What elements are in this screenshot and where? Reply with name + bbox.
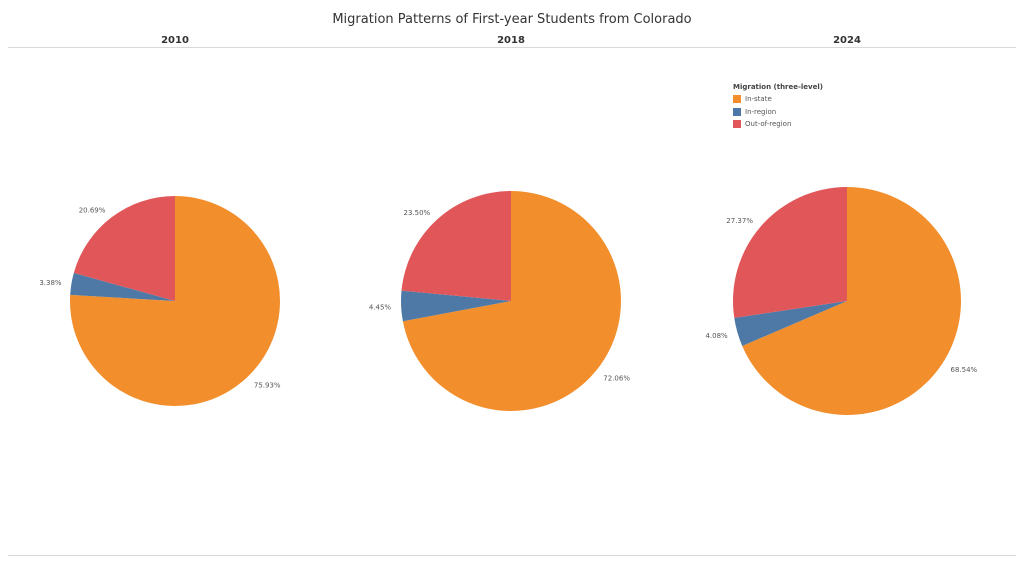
legend: Migration (three-level) In-state In-regi… [733,83,823,131]
pie-2010-label-in-region: 3.38% [39,279,62,287]
pie-2018-slice-in-region[interactable] [401,290,511,322]
legend-title: Migration (three-level) [733,83,823,91]
pie-2024-label-in-state: 68.54% [951,366,978,374]
pie-title-2024: 2024 [833,35,861,46]
legend-swatch-in-region [733,107,741,116]
legend-swatch-in-state [733,95,741,104]
legend-item-in-state[interactable]: In-state [733,93,823,106]
pie-2010-slice-out-of-region[interactable] [73,196,175,301]
pie-title-2018: 2018 [497,35,525,46]
legend-item-out-of-region[interactable]: Out-of-region [733,118,823,131]
legend-item-in-region[interactable]: In-region [733,106,823,119]
pie-2024-slice-in-region[interactable] [734,301,847,346]
pie-2018-slice-in-state[interactable] [402,191,621,411]
footer-divider [8,555,1016,556]
pie-title-2010: 2010 [161,35,189,46]
pie-2018-slice-out-of-region[interactable] [401,191,511,301]
pie-2010-label-out-of-region: 20.69% [79,207,106,215]
pie-2024-label-out-of-region: 27.37% [726,217,753,225]
chart-title: Migration Patterns of First-year Student… [332,12,692,27]
pie-2024-slice-in-state[interactable] [742,187,961,416]
pie-2018-label-out-of-region: 23.50% [403,209,430,217]
pie-2010-label-in-state: 75.93% [254,382,281,390]
legend-label-in-state: In-state [745,95,772,104]
legend-swatch-out-of-region [733,120,741,129]
pie-2018-label-in-state: 72.06% [603,375,630,383]
pie-2010-slice-in-region[interactable] [70,272,175,301]
legend-label-in-region: In-region [745,107,777,116]
header-divider [8,47,1016,48]
pie-2024-slice-out-of-region[interactable] [732,187,847,318]
pie-2018-label-in-region: 4.45% [369,303,392,311]
pie-2010-slice-in-state[interactable] [70,196,281,406]
legend-label-out-of-region: Out-of-region [745,120,792,129]
pie-2024-label-in-region: 4.08% [705,332,728,340]
